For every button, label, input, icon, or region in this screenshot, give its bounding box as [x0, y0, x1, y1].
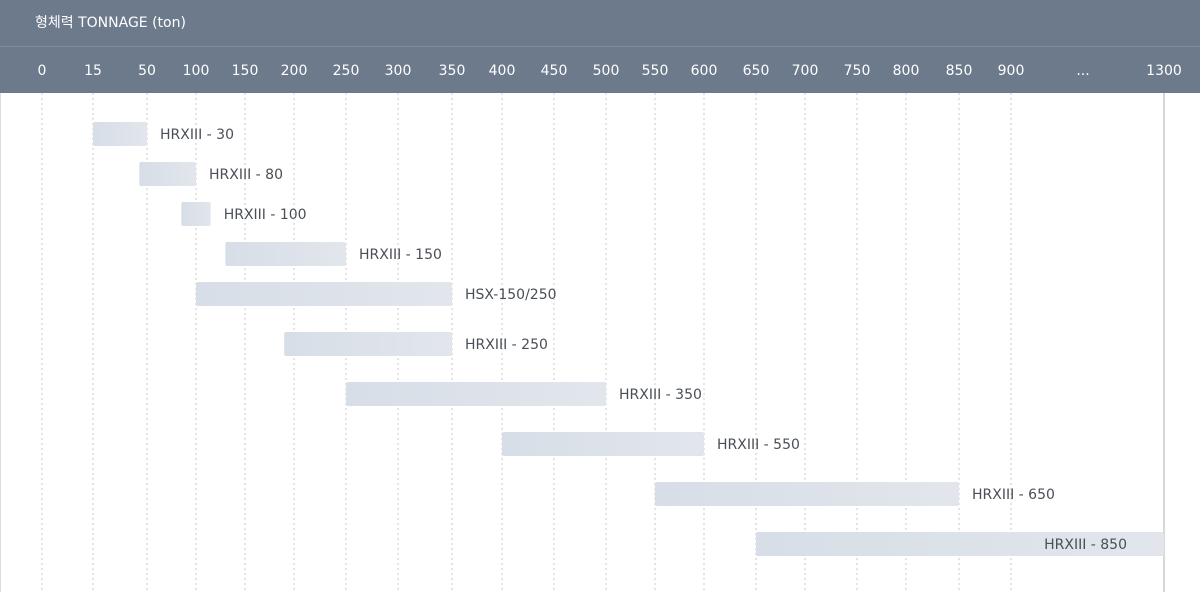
x-tick-label: 450	[541, 63, 568, 79]
bar-label: HRXIII - 100	[224, 207, 307, 223]
x-tick-label: 15	[84, 63, 102, 79]
bar-label: HRXIII - 80	[209, 167, 283, 183]
x-tick-label: 750	[844, 63, 871, 79]
chart-title: 형체력 TONNAGE (ton)	[35, 15, 186, 31]
chart-header: 형체력 TONNAGE (ton)	[0, 0, 1200, 93]
bar-label: HSX-150/250	[465, 287, 557, 303]
x-tick-label: 350	[439, 63, 466, 79]
x-tick-label: 400	[489, 63, 516, 79]
bar-label: HRXIII - 30	[160, 127, 234, 143]
x-tick-label: ...	[1076, 63, 1089, 79]
bar-label: HRXIII - 150	[359, 247, 442, 263]
x-tick-label: 250	[333, 63, 360, 79]
x-tick-label: 800	[893, 63, 920, 79]
x-tick-label: 600	[691, 63, 718, 79]
range-bar	[346, 382, 606, 406]
range-bar	[181, 202, 211, 226]
range-bar	[139, 162, 196, 186]
x-tick-label: 850	[946, 63, 973, 79]
range-bar	[502, 432, 704, 456]
x-tick-label: 1300	[1146, 63, 1182, 79]
x-tick-label: 100	[183, 63, 210, 79]
range-bar	[756, 532, 1164, 556]
x-tick-label: 650	[743, 63, 770, 79]
range-bar	[196, 282, 452, 306]
x-tick-label: 500	[593, 63, 620, 79]
x-tick-label: 200	[281, 63, 308, 79]
x-tick-label: 0	[38, 63, 47, 79]
bar-label: HRXIII - 850	[1044, 537, 1127, 553]
bar-label: HRXIII - 350	[619, 387, 702, 403]
x-tick-label: 900	[998, 63, 1025, 79]
range-bar	[655, 482, 959, 506]
bar-label: HRXIII - 550	[717, 437, 800, 453]
bar-label: HRXIII - 650	[972, 487, 1055, 503]
range-bar	[93, 122, 147, 146]
x-tick-label: 700	[792, 63, 819, 79]
x-tick-label: 300	[385, 63, 412, 79]
x-tick-label: 50	[138, 63, 156, 79]
bar-label: HRXIII - 250	[465, 337, 548, 353]
range-bar	[225, 242, 346, 266]
range-bar	[284, 332, 452, 356]
x-tick-label: 550	[642, 63, 669, 79]
header-divider	[0, 46, 1200, 47]
x-tick-label: 150	[232, 63, 259, 79]
